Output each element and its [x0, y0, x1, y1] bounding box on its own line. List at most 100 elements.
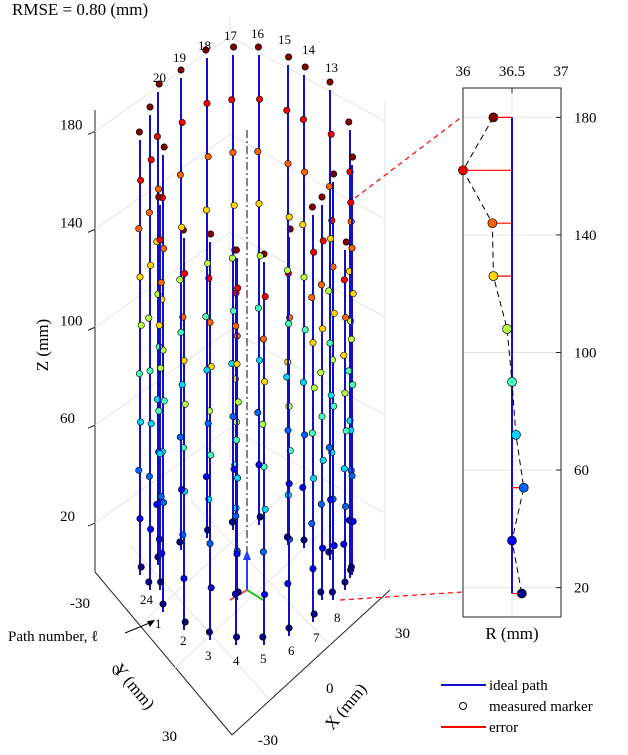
grid-line: [229, 329, 386, 416]
path-label: 17: [224, 28, 238, 43]
measured-marker: [309, 565, 317, 573]
measured-marker: [255, 200, 263, 208]
measured-marker: [342, 427, 350, 435]
panel-marker: [507, 377, 517, 387]
measured-marker: [285, 213, 293, 221]
measured-marker: [327, 496, 335, 504]
measured-marker: [310, 610, 318, 618]
path-label: 6: [288, 643, 295, 658]
measured-marker: [283, 533, 291, 541]
legend-error-label: error: [489, 720, 518, 736]
measured-marker: [319, 325, 327, 333]
measured-marker: [255, 461, 263, 469]
z-tick-label: 60: [60, 411, 75, 427]
measured-marker: [177, 66, 185, 74]
measured-marker: [301, 326, 309, 334]
measured-marker: [325, 548, 333, 556]
measured-marker: [327, 235, 335, 243]
measured-marker: [181, 618, 189, 626]
measured-marker: [330, 170, 338, 178]
measured-marker: [284, 426, 292, 434]
z-tick: [87, 424, 96, 429]
connector-top: [354, 115, 464, 199]
path-17: 17: [224, 28, 238, 530]
measured-marker: [155, 185, 163, 193]
measured-marker: [146, 103, 154, 111]
measured-marker: [318, 412, 326, 420]
measured-marker: [160, 397, 168, 405]
path-label: 13: [325, 60, 338, 75]
measured-marker: [137, 321, 145, 329]
grid-line: [129, 544, 271, 701]
measured-marker: [145, 314, 153, 322]
measured-marker: [256, 95, 264, 103]
measured-marker: [327, 130, 335, 138]
path-16: 16: [251, 26, 265, 525]
measured-marker: [261, 378, 269, 386]
measured-marker: [230, 307, 238, 315]
measured-marker: [317, 500, 325, 508]
panel-y-tick-label: 140: [574, 228, 597, 244]
panel-x-label: R (mm): [485, 624, 538, 643]
measured-marker: [136, 273, 144, 281]
measured-marker: [202, 313, 210, 321]
z-tick: [87, 228, 96, 233]
panel-y-tick-label: 100: [574, 346, 597, 362]
measured-marker: [300, 536, 308, 544]
measured-marker: [232, 512, 240, 520]
measured-marker: [157, 364, 165, 372]
measured-marker: [204, 259, 212, 267]
measured-marker: [137, 418, 145, 426]
measured-marker: [230, 43, 238, 51]
path-18: 18: [198, 38, 212, 538]
connector-bottom: [339, 591, 464, 601]
measured-marker: [347, 335, 355, 343]
z-tick-label: 180: [60, 117, 83, 133]
measured-marker: [178, 486, 186, 494]
path-label: 7: [313, 630, 320, 645]
panel-y-tick-label: 180: [574, 110, 597, 126]
measured-marker: [159, 600, 167, 608]
measured-marker: [228, 254, 236, 262]
measured-marker: [232, 436, 240, 444]
measured-marker: [325, 287, 333, 295]
measured-marker: [147, 420, 155, 428]
measured-marker: [319, 237, 327, 245]
measured-marker: [156, 236, 164, 244]
measured-marker: [345, 118, 353, 126]
panel-x-tick-label: 36.5: [499, 64, 525, 80]
measured-marker: [135, 466, 143, 474]
panel-y-tick-label: 20: [574, 581, 589, 597]
measured-marker: [160, 143, 168, 151]
measured-marker: [301, 168, 309, 176]
measured-marker: [349, 517, 357, 525]
measured-marker: [325, 444, 333, 452]
measured-marker: [317, 281, 325, 289]
measured-marker: [202, 46, 210, 54]
measured-marker: [256, 356, 264, 364]
measured-marker: [254, 147, 262, 155]
path-extra-23: [283, 53, 293, 545]
path-2: 2: [179, 226, 189, 648]
measured-marker: [207, 584, 215, 592]
measured-marker: [147, 156, 155, 164]
panel-marker: [458, 165, 468, 176]
measured-marker: [254, 304, 262, 312]
y-axis-line: [94, 571, 233, 736]
measured-marker: [340, 351, 348, 359]
measured-marker: [284, 160, 292, 168]
measured-marker: [349, 290, 357, 298]
grid-line: [189, 499, 331, 646]
legend-marker-swatch: [459, 702, 467, 710]
measured-marker: [259, 420, 267, 428]
panel-marker: [488, 271, 499, 281]
measured-marker: [204, 153, 212, 161]
x-tick-label: 0: [326, 681, 334, 697]
measured-marker: [348, 244, 356, 252]
measured-marker: [233, 360, 241, 368]
measured-marker: [310, 384, 318, 392]
path-19: 19: [173, 50, 186, 550]
z-tick-label: 20: [60, 509, 75, 525]
measured-marker: [202, 473, 210, 481]
measured-marker: [234, 284, 242, 292]
